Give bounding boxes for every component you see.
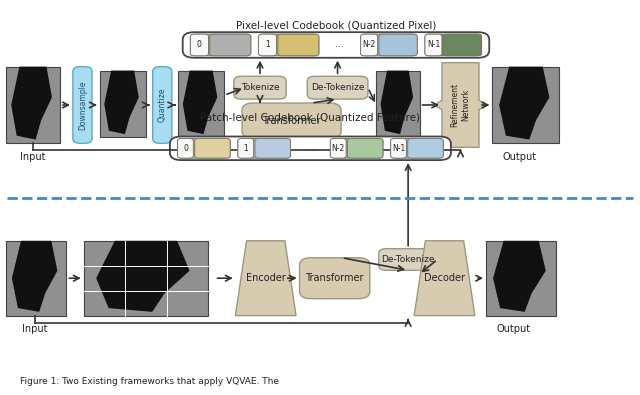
- Text: De-Tokenize: De-Tokenize: [381, 255, 435, 264]
- Polygon shape: [499, 67, 549, 139]
- Text: ...: ...: [335, 40, 344, 49]
- FancyBboxPatch shape: [348, 139, 383, 158]
- FancyBboxPatch shape: [177, 139, 230, 158]
- Text: Transformer: Transformer: [262, 116, 321, 126]
- Polygon shape: [381, 71, 413, 134]
- Text: Input: Input: [22, 324, 47, 334]
- FancyBboxPatch shape: [190, 34, 209, 56]
- Bar: [6, 67, 60, 143]
- FancyBboxPatch shape: [360, 34, 417, 56]
- Text: Patch-level Codebook (Quantized Feature): Patch-level Codebook (Quantized Feature): [200, 113, 420, 122]
- Bar: [6, 241, 67, 316]
- FancyBboxPatch shape: [182, 32, 489, 58]
- Text: De-Tokenize: De-Tokenize: [311, 83, 364, 92]
- Polygon shape: [96, 241, 189, 312]
- Text: Refinement
Network: Refinement Network: [451, 83, 470, 127]
- FancyBboxPatch shape: [300, 258, 370, 299]
- Text: ...: ...: [306, 144, 315, 153]
- Text: 1: 1: [265, 40, 270, 49]
- Bar: [100, 71, 146, 137]
- FancyBboxPatch shape: [190, 34, 251, 56]
- Text: Decoder: Decoder: [424, 273, 465, 283]
- FancyBboxPatch shape: [379, 249, 438, 270]
- Bar: [376, 71, 420, 137]
- Text: Pixel-level Codebook (Quantized Pixel): Pixel-level Codebook (Quantized Pixel): [236, 20, 436, 30]
- FancyBboxPatch shape: [259, 34, 276, 56]
- FancyBboxPatch shape: [238, 139, 291, 158]
- Text: N-2: N-2: [332, 144, 345, 153]
- FancyBboxPatch shape: [425, 34, 442, 56]
- FancyBboxPatch shape: [360, 34, 378, 56]
- Bar: [84, 241, 208, 316]
- FancyBboxPatch shape: [153, 67, 172, 143]
- Text: Downsample: Downsample: [78, 80, 87, 130]
- Text: N-1: N-1: [392, 144, 405, 153]
- FancyBboxPatch shape: [390, 139, 406, 158]
- Text: Tokenize: Tokenize: [241, 83, 279, 92]
- FancyBboxPatch shape: [259, 34, 319, 56]
- Text: N-1: N-1: [427, 40, 440, 49]
- Polygon shape: [435, 63, 486, 147]
- Text: N-2: N-2: [362, 40, 376, 49]
- FancyBboxPatch shape: [177, 139, 193, 158]
- Polygon shape: [104, 71, 139, 134]
- FancyBboxPatch shape: [170, 137, 451, 160]
- Text: Output: Output: [503, 152, 537, 162]
- FancyBboxPatch shape: [242, 103, 341, 139]
- Polygon shape: [12, 241, 58, 312]
- Text: 1: 1: [243, 144, 248, 153]
- Text: 0: 0: [197, 40, 202, 49]
- FancyBboxPatch shape: [73, 67, 92, 143]
- FancyBboxPatch shape: [443, 34, 481, 56]
- Text: Input: Input: [20, 152, 45, 162]
- Polygon shape: [12, 67, 52, 139]
- Text: Figure 1: Two Existing frameworks that apply VQVAE. The: Figure 1: Two Existing frameworks that a…: [20, 378, 279, 386]
- Text: Encoder: Encoder: [246, 273, 285, 283]
- FancyBboxPatch shape: [379, 34, 417, 56]
- FancyBboxPatch shape: [238, 139, 253, 158]
- Text: Transformer: Transformer: [305, 273, 364, 283]
- FancyBboxPatch shape: [255, 139, 291, 158]
- FancyBboxPatch shape: [408, 139, 444, 158]
- Bar: [492, 67, 559, 143]
- FancyBboxPatch shape: [195, 139, 230, 158]
- FancyBboxPatch shape: [307, 76, 368, 99]
- Polygon shape: [493, 241, 546, 312]
- FancyBboxPatch shape: [210, 34, 251, 56]
- Polygon shape: [236, 241, 296, 316]
- Polygon shape: [414, 241, 475, 316]
- FancyBboxPatch shape: [425, 34, 481, 56]
- Bar: [178, 71, 224, 137]
- Polygon shape: [183, 71, 218, 134]
- Text: Output: Output: [497, 324, 531, 334]
- Text: Quantize: Quantize: [158, 88, 167, 122]
- FancyBboxPatch shape: [390, 139, 444, 158]
- FancyBboxPatch shape: [278, 34, 319, 56]
- Text: 0: 0: [183, 144, 188, 153]
- FancyBboxPatch shape: [234, 76, 286, 99]
- FancyBboxPatch shape: [330, 139, 383, 158]
- Bar: [486, 241, 556, 316]
- FancyBboxPatch shape: [330, 139, 346, 158]
